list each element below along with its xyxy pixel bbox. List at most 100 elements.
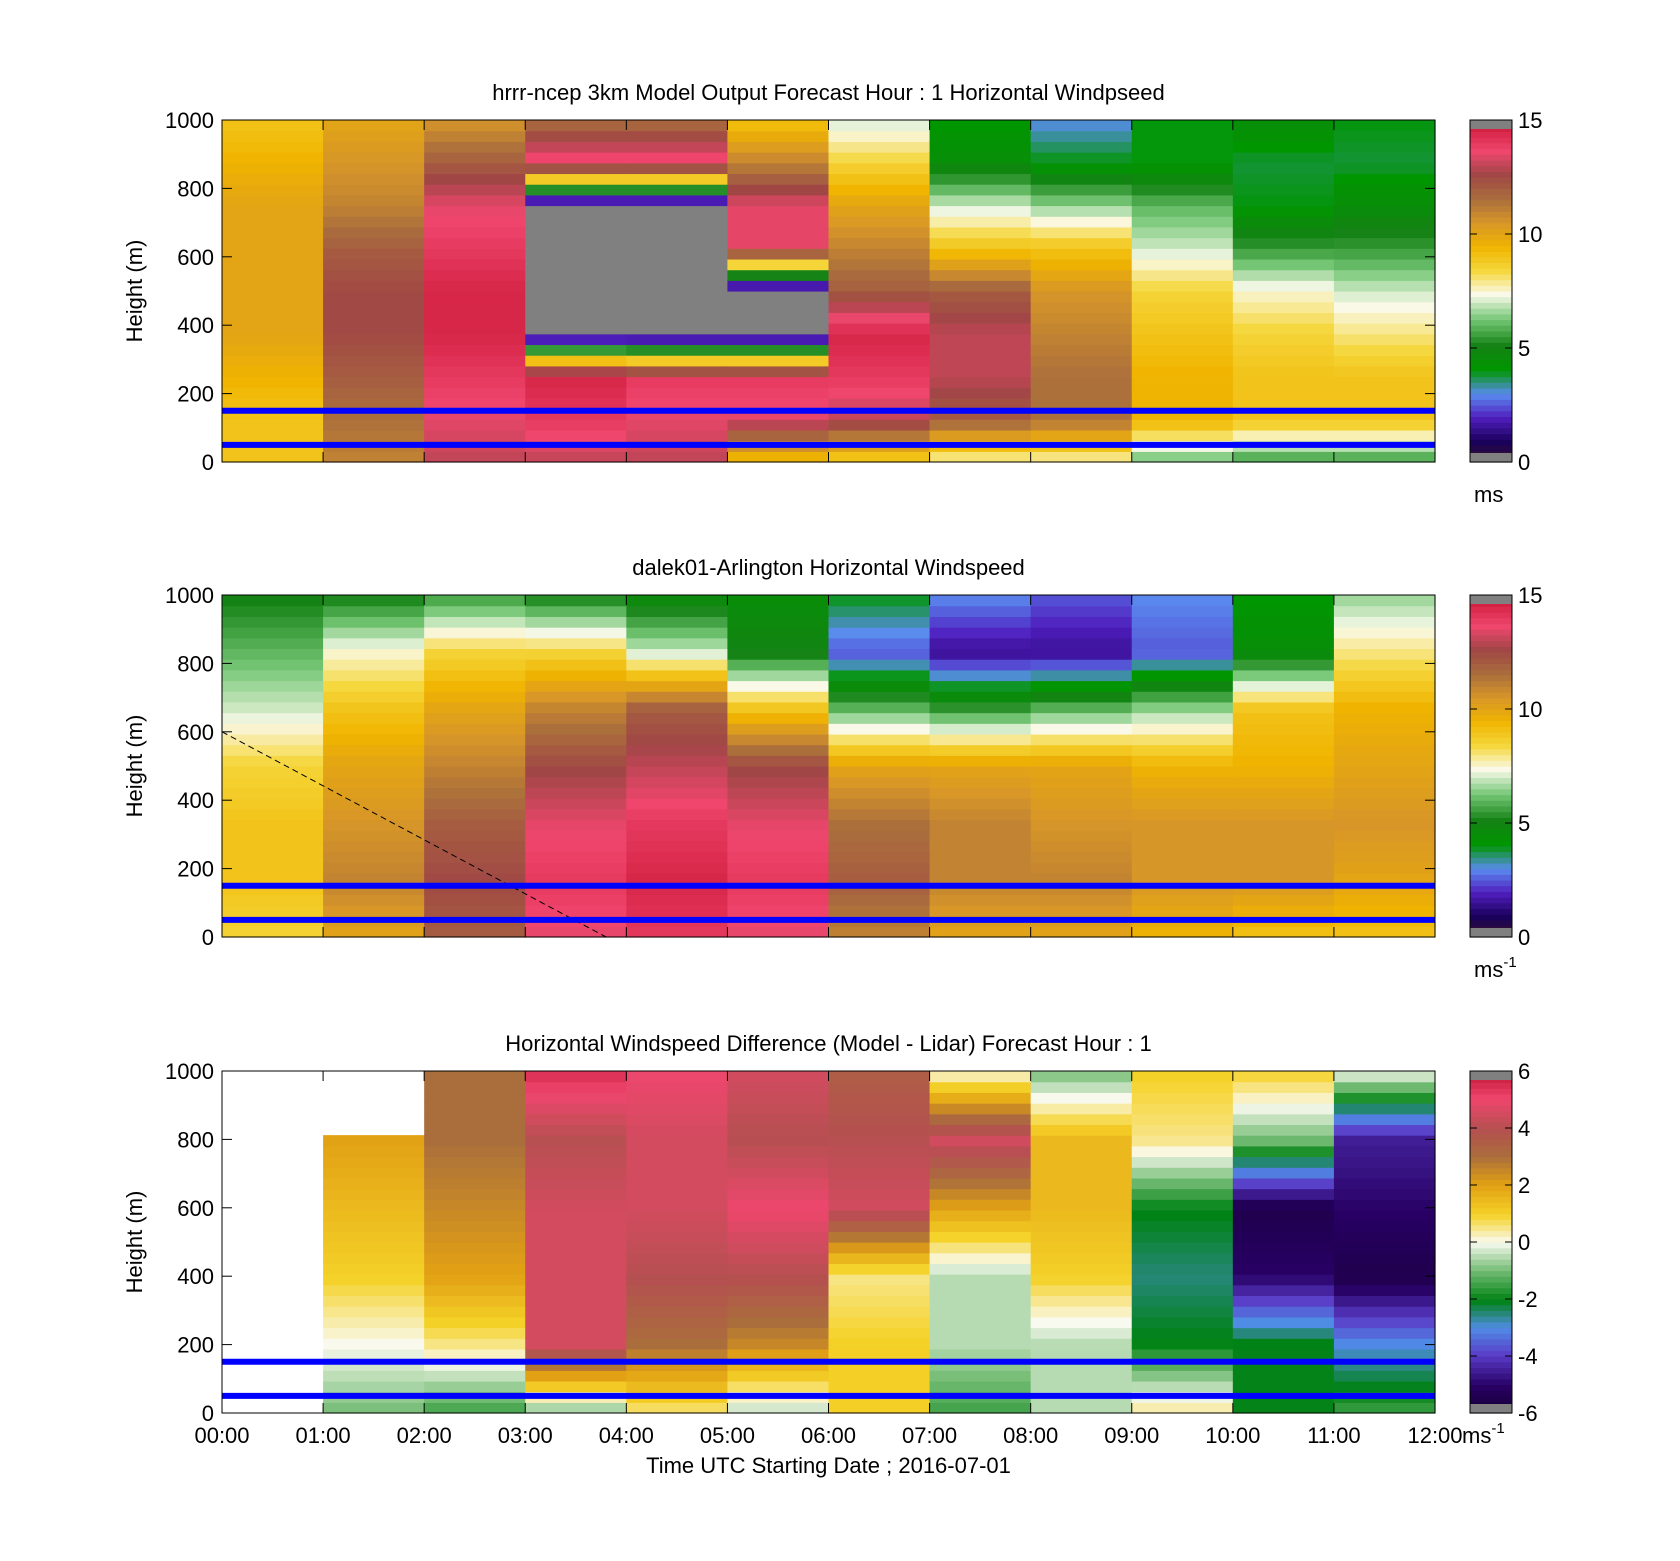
- heatmap-cell: [929, 173, 1032, 185]
- heatmap-cell: [929, 226, 1032, 239]
- heatmap-cell: [222, 691, 324, 703]
- heatmap-cell: [323, 840, 425, 853]
- heatmap-cell: [828, 1177, 931, 1190]
- heatmap-cell: [1131, 1135, 1234, 1147]
- heatmap-cell: [1131, 205, 1234, 217]
- heatmap-cell: [1030, 1103, 1133, 1115]
- heatmap-cell: [323, 637, 425, 650]
- colorbar-tick-label: 15: [1518, 108, 1542, 133]
- heatmap-cell: [1333, 1124, 1436, 1136]
- heatmap-cell: [1131, 1231, 1234, 1243]
- heatmap-cell: [424, 798, 526, 810]
- heatmap-cell: [828, 1167, 931, 1179]
- heatmap-cell: [1030, 1274, 1133, 1286]
- heatmap-cell: [222, 365, 324, 378]
- heatmap-cell: [323, 787, 425, 799]
- colorbar-segment: [1470, 1253, 1512, 1260]
- heatmap-cell: [727, 205, 830, 217]
- heatmap-cell: [1333, 194, 1436, 207]
- heatmap-cell: [323, 1167, 425, 1179]
- colorbar-segment: [1470, 433, 1512, 440]
- heatmap-cell: [727, 141, 830, 153]
- heatmap-cell: [1030, 141, 1133, 153]
- heatmap-cell: [828, 1135, 931, 1147]
- heatmap-cell: [1232, 1167, 1335, 1179]
- colorbar-segment: [1470, 919, 1512, 927]
- heatmap-cell: [929, 1338, 1032, 1350]
- colorbar-segment: [1470, 1378, 1512, 1386]
- heatmap-cell: [929, 280, 1032, 292]
- heatmap-cell: [525, 712, 627, 724]
- heatmap-cell: [1131, 194, 1234, 207]
- colorbar-segment: [1470, 703, 1512, 710]
- heatmap-cell: [323, 830, 425, 842]
- heatmap-cell: [424, 776, 526, 788]
- heatmap-cell: [828, 323, 931, 335]
- heatmap-cell: [828, 883, 931, 895]
- colorbar-segment: [1470, 629, 1512, 636]
- heatmap-cell: [1333, 776, 1436, 788]
- heatmap-cell: [929, 1167, 1032, 1179]
- heatmap-cell: [323, 216, 425, 228]
- heatmap-cell: [424, 1220, 526, 1232]
- heatmap-cell: [222, 595, 324, 607]
- heatmap-cell: [525, 1092, 627, 1104]
- heatmap-cell: [323, 872, 425, 885]
- heatmap-cell: [1333, 616, 1436, 628]
- heatmap-cell: [727, 872, 830, 885]
- heatmap-cell: [727, 1284, 830, 1297]
- heatmap-cell: [1131, 1338, 1234, 1350]
- heatmap-cell: [525, 691, 627, 703]
- heatmap-cell: [525, 1306, 627, 1318]
- heatmap-cell: [323, 194, 425, 207]
- heatmap-cell: [626, 1306, 729, 1318]
- colorbar-segment: [1470, 1139, 1512, 1146]
- heatmap-cell: [1333, 1402, 1436, 1414]
- heatmap-cell: [1131, 659, 1234, 671]
- heatmap-cell: [323, 152, 425, 164]
- colorbar-segment: [1470, 885, 1512, 892]
- heatmap-cell: [929, 376, 1032, 388]
- colorbar-segment: [1470, 154, 1512, 161]
- heatmap-cell: [1232, 173, 1335, 185]
- heatmap-cell: [1232, 766, 1335, 778]
- heatmap-cell: [222, 627, 324, 639]
- heatmap-cell: [1030, 798, 1133, 810]
- heatmap-cell: [727, 1167, 830, 1179]
- colorbar-segment: [1470, 640, 1512, 647]
- heatmap-cell: [424, 1263, 526, 1275]
- heatmap-cell: [626, 1242, 729, 1254]
- heatmap-cell: [1333, 1306, 1436, 1318]
- x-tick-label: 09:00: [1104, 1423, 1159, 1448]
- heatmap-cell: [424, 637, 526, 650]
- heatmap-cell: [1232, 1370, 1335, 1382]
- heatmap-cell: [525, 365, 627, 378]
- heatmap-cell: [929, 397, 1032, 410]
- colorbar-segment: [1470, 205, 1512, 212]
- heatmap-cell: [525, 1124, 627, 1136]
- colorbar-segment: [1470, 1281, 1512, 1289]
- heatmap-cell: [1030, 451, 1133, 463]
- heatmap-cell: [626, 1316, 729, 1329]
- colorbar-segment: [1470, 245, 1512, 252]
- heatmap-cell: [424, 680, 526, 692]
- colorbar-segment: [1470, 188, 1512, 195]
- heatmap-cell: [626, 616, 729, 628]
- heatmap-cell: [727, 1220, 830, 1232]
- colorbar-segment: [1470, 1145, 1512, 1152]
- colorbar-segment: [1470, 663, 1512, 670]
- heatmap-cell: [1232, 776, 1335, 788]
- heatmap-cell: [828, 1306, 931, 1318]
- heatmap-cell: [323, 184, 425, 196]
- heatmap-cell: [222, 237, 324, 249]
- x-tick-label: 02:00: [397, 1423, 452, 1448]
- colorbar-unit-label: ms-1: [1474, 954, 1517, 982]
- colorbar-tick-label: 6: [1518, 1059, 1530, 1084]
- colorbar-segment: [1470, 427, 1512, 435]
- heatmap-cell: [424, 184, 526, 196]
- heatmap-cell: [323, 120, 425, 132]
- heatmap-cell: [626, 1156, 729, 1168]
- heatmap-cell: [1333, 1252, 1436, 1264]
- heatmap-cell: [424, 301, 526, 313]
